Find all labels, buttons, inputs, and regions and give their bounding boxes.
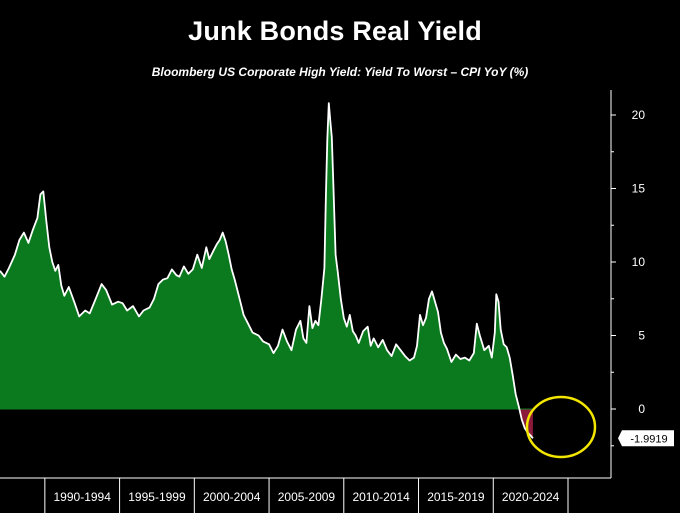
x-tick-label: 1995-1999 [128, 490, 186, 504]
x-tick-label: 2005-2009 [278, 490, 336, 504]
last-value-text: -1.9919 [630, 433, 667, 445]
x-tick-label: 2015-2019 [427, 490, 485, 504]
y-tick-label: 5 [638, 329, 645, 343]
y-tick-label: 10 [632, 255, 646, 269]
series-line [0, 102, 534, 439]
y-tick-label: 15 [632, 182, 646, 196]
area-layer [0, 103, 533, 439]
highlight-circle [525, 395, 597, 459]
y-tick-label: 0 [638, 402, 645, 416]
x-axis: 1990-1994 1995-1999 2000-2004 2005-2009 2010… [0, 477, 611, 513]
y-tick-label: 20 [632, 108, 646, 122]
x-tick-label: 2000-2004 [203, 490, 261, 504]
last-value-label: -1.9919 [618, 430, 674, 447]
x-tick-label: 2020-2024 [502, 490, 560, 504]
chart-title: Junk Bonds Real Yield [188, 16, 482, 46]
y-axis: 0 5 10 15 20 [610, 90, 646, 478]
x-tick-label: 2010-2014 [352, 490, 410, 504]
positive-area [0, 103, 533, 409]
x-tick-label: 1990-1994 [54, 490, 112, 504]
chart-subtitle: Bloomberg US Corporate High Yield: Yield… [151, 65, 529, 79]
last-value-box [618, 430, 674, 447]
